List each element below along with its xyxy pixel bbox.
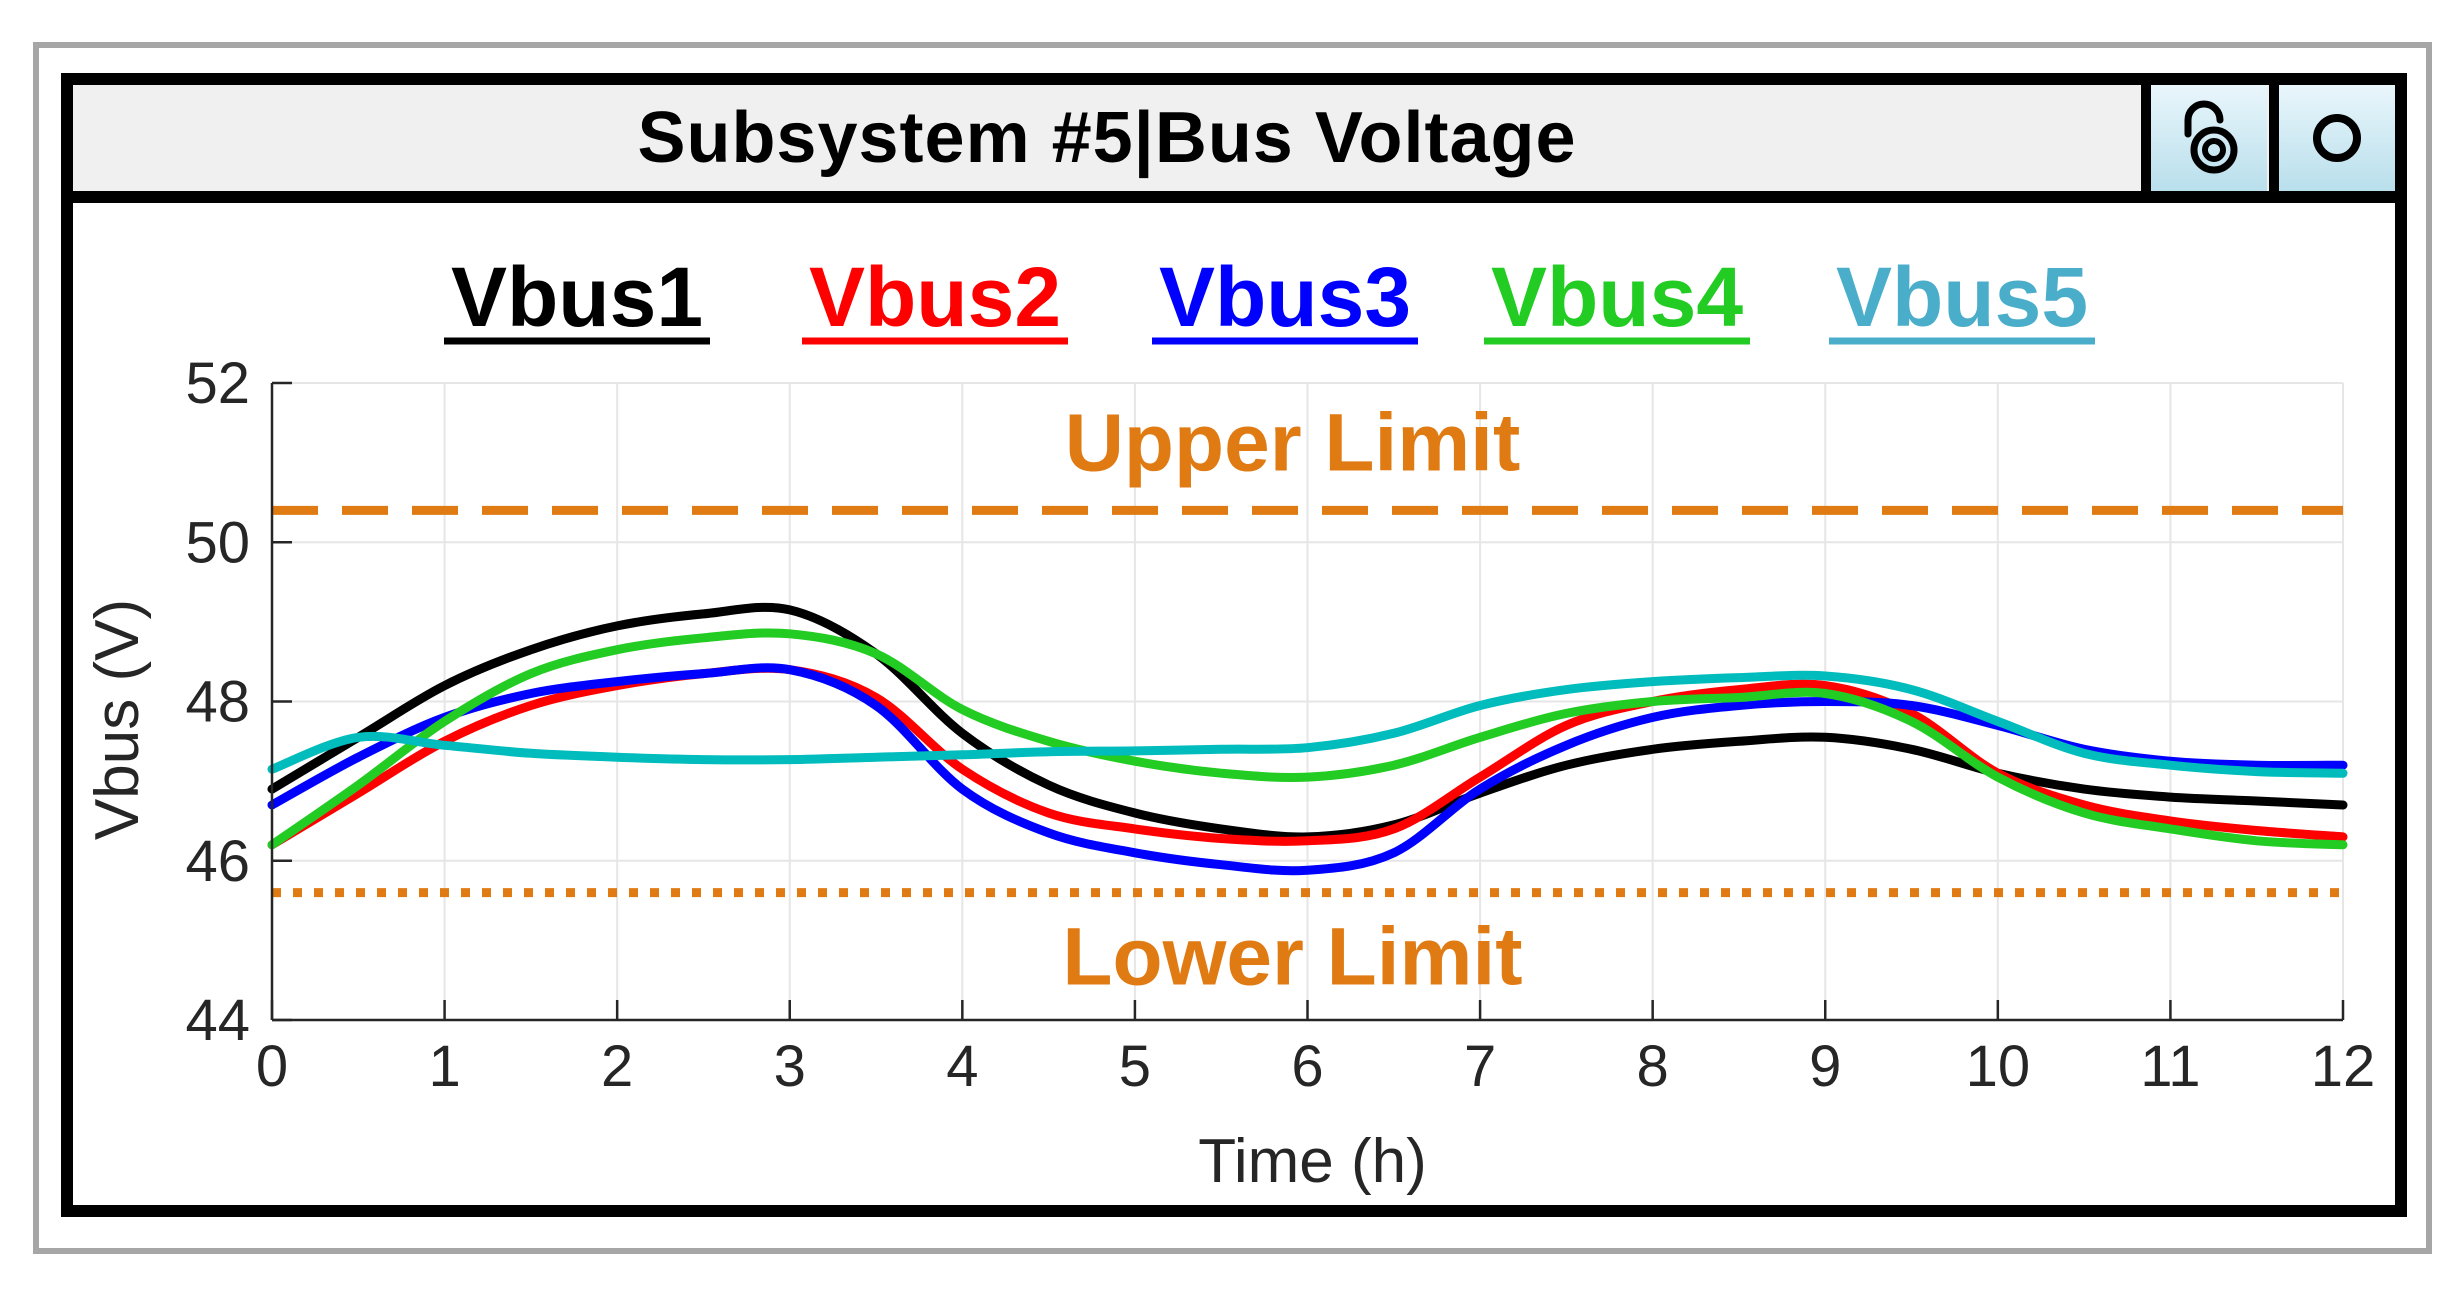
x-tick-label: 8 — [1637, 1034, 1669, 1099]
lock-toggle-button[interactable] — [2141, 85, 2267, 191]
lock-open-icon — [2184, 100, 2238, 174]
lower-limit-label: Lower Limit — [1062, 912, 1522, 1003]
x-tick-label: 9 — [1809, 1034, 1841, 1099]
y-tick-label: 50 — [185, 510, 250, 575]
legend-entry-vbus4: Vbus4 — [1491, 250, 1743, 344]
y-axis-label: Vbus (V) — [83, 599, 152, 840]
circle-icon — [2313, 114, 2361, 162]
y-tick-label: 48 — [185, 670, 250, 735]
series-line-vbus4 — [267, 628, 2348, 850]
x-tick-label: 1 — [428, 1034, 460, 1099]
x-tick-label: 3 — [774, 1034, 806, 1099]
x-tick-label: 12 — [2311, 1034, 2376, 1099]
legend-entry-vbus2: Vbus2 — [809, 250, 1061, 344]
legend-entry-vbus1: Vbus1 — [451, 250, 703, 344]
y-tick-label: 46 — [185, 829, 250, 894]
series-line-vbus5 — [267, 670, 2348, 778]
x-tick-label: 6 — [1291, 1034, 1323, 1099]
y-tick-label: 44 — [185, 988, 250, 1053]
record-button[interactable] — [2269, 85, 2395, 191]
x-tick-label: 4 — [946, 1034, 978, 1099]
x-tick-label: 10 — [1966, 1034, 2031, 1099]
upper-limit-label: Upper Limit — [1065, 397, 1521, 488]
y-tick-label: 52 — [185, 351, 250, 416]
x-tick-label: 0 — [256, 1034, 288, 1099]
x-axis-label: Time (h) — [1198, 1127, 1426, 1196]
x-tick-label: 2 — [601, 1034, 633, 1099]
title-bar: Subsystem #5|Bus Voltage — [73, 85, 2395, 203]
legend-entry-vbus3: Vbus3 — [1159, 250, 1411, 344]
x-tick-label: 7 — [1464, 1034, 1496, 1099]
window-title: Subsystem #5|Bus Voltage — [637, 98, 1577, 178]
x-tick-label: 5 — [1119, 1034, 1151, 1099]
legend-entry-vbus5: Vbus5 — [1836, 250, 2088, 344]
x-tick-label: 11 — [2140, 1034, 2200, 1099]
